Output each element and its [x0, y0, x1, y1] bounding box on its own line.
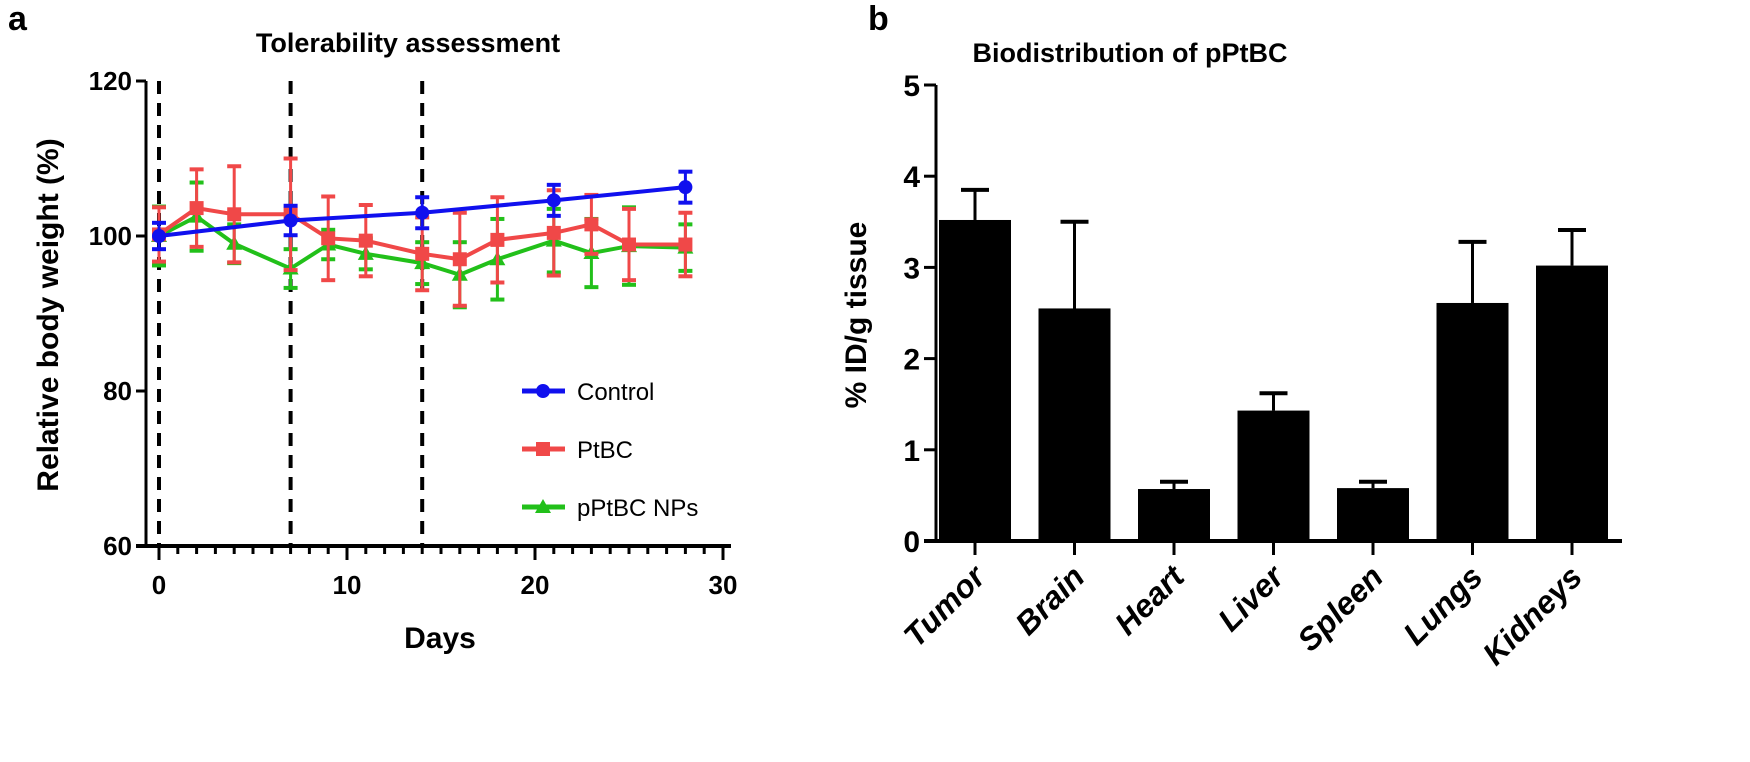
bar-kidneys [1536, 265, 1608, 541]
x-tick-label: 30 [709, 570, 738, 600]
data-point [189, 201, 204, 216]
x-category-label: Spleen [1290, 558, 1390, 658]
data-point [452, 252, 467, 267]
data-point [535, 499, 551, 513]
bar-heart [1138, 489, 1210, 541]
y-tick-label: 2 [903, 344, 920, 377]
data-point [678, 237, 693, 252]
y-tick-label: 5 [903, 70, 920, 103]
data-point [536, 384, 550, 398]
y-tick-label: 60 [103, 531, 132, 561]
panel-a-letter: a [8, 0, 28, 38]
data-point [490, 232, 505, 247]
panel-b: b Biodistribution of pPtBC % ID/g tissue… [840, 0, 1622, 672]
data-point [415, 246, 430, 261]
data-point [358, 233, 373, 248]
panel-a: a Tolerability assessment Relative body … [8, 0, 737, 655]
x-category-label: Tumor [897, 557, 994, 654]
data-point [321, 231, 336, 246]
panel-a-x-label: Days [404, 622, 476, 655]
x-category-label: Lungs [1396, 558, 1489, 651]
panel-b-title: Biodistribution of pPtBC [973, 38, 1288, 68]
data-point [584, 217, 599, 232]
x-tick-label: 0 [152, 570, 166, 600]
data-point [536, 442, 550, 456]
legend-label: PtBC [577, 437, 633, 464]
bar-liver [1237, 410, 1310, 541]
y-tick-label: 1 [903, 435, 920, 468]
data-point [227, 207, 242, 222]
y-tick-label: 120 [89, 66, 132, 96]
data-point [622, 237, 636, 252]
x-tick-label: 10 [333, 570, 362, 600]
legend-label: pPtBC NPs [577, 495, 698, 522]
x-category-label: Brain [1008, 558, 1091, 641]
data-point [415, 205, 430, 220]
panel-b-letter: b [868, 0, 889, 38]
bar-brain [1038, 308, 1111, 541]
legend-label: Control [577, 379, 654, 406]
bar-tumor [939, 219, 1011, 541]
x-category-label: Heart [1108, 558, 1192, 642]
data-point [678, 180, 693, 195]
panel-a-title: Tolerability assessment [256, 28, 560, 58]
x-category-label: Liver [1211, 557, 1292, 638]
series-control [152, 169, 693, 252]
x-tick-label: 20 [521, 570, 550, 600]
data-point [546, 193, 561, 208]
data-point [152, 229, 166, 243]
bar-spleen [1337, 488, 1409, 541]
panel-a-y-label: Relative body weight (%) [32, 138, 65, 491]
y-tick-label: 80 [103, 376, 132, 406]
data-point [283, 213, 298, 228]
data-point [546, 225, 561, 240]
y-tick-label: 0 [903, 526, 920, 559]
y-tick-label: 100 [89, 221, 132, 251]
panel-b-y-label: % ID/g tissue [840, 222, 873, 409]
y-tick-label: 3 [903, 252, 920, 285]
x-category-label: Kidneys [1475, 558, 1588, 671]
bar-lungs [1436, 302, 1509, 541]
y-tick-label: 4 [903, 161, 920, 194]
